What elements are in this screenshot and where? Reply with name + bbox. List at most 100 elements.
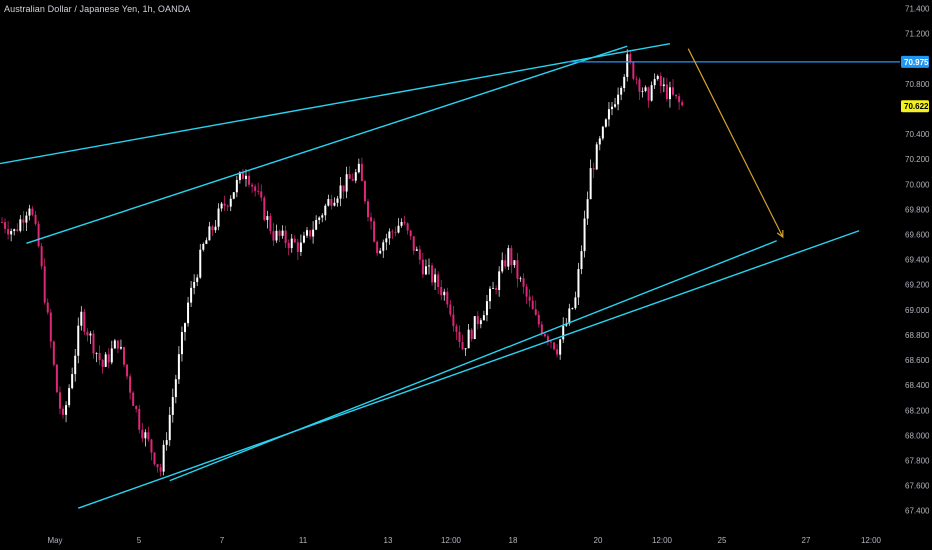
candle-body	[376, 241, 379, 254]
candle-body	[525, 286, 528, 297]
current-price-label: 70.622	[904, 102, 929, 111]
chart-title: Australian Dollar / Japanese Yen, 1h, OA…	[4, 4, 191, 14]
candle-body	[13, 229, 16, 232]
candle-body	[421, 259, 424, 275]
x-tick-label: 12:00	[441, 536, 462, 545]
candle-body	[656, 75, 659, 80]
y-tick-label: 69.800	[905, 205, 930, 214]
candle-body	[190, 287, 193, 303]
candle-body	[632, 62, 635, 79]
candle-body	[251, 184, 254, 187]
candle-body	[107, 354, 110, 363]
candle-body	[553, 342, 556, 350]
candle-body	[443, 291, 446, 296]
candle-body	[577, 269, 580, 298]
candle-body	[34, 214, 37, 224]
y-tick-label: 67.800	[905, 457, 930, 466]
candle-body	[470, 329, 473, 340]
candle-body	[406, 223, 409, 231]
x-tick-label: 18	[509, 536, 518, 545]
candle-body	[629, 54, 632, 63]
candle-body	[321, 215, 324, 218]
candle-body	[492, 288, 495, 289]
candle-body	[4, 222, 7, 229]
x-tick-label: 25	[718, 536, 727, 545]
candle-body	[461, 342, 464, 350]
y-tick-label: 71.400	[905, 5, 930, 14]
candle-body	[382, 242, 385, 251]
candle-body	[403, 222, 406, 224]
candle-body	[71, 374, 74, 389]
candle-body	[235, 180, 238, 193]
candle-body	[534, 309, 537, 315]
candle-body	[309, 230, 312, 237]
candle-body	[89, 333, 92, 336]
candle-body	[354, 172, 357, 181]
candle-body	[132, 392, 135, 406]
candle-body	[290, 238, 293, 249]
candle-body	[516, 260, 519, 279]
candle-body	[162, 444, 165, 472]
candle-body	[540, 324, 543, 334]
candle-body	[424, 266, 427, 275]
candle-body	[400, 222, 403, 226]
candle-body	[388, 231, 391, 239]
candle-body	[391, 231, 394, 233]
candle-body	[135, 405, 138, 409]
candle-body	[74, 355, 77, 375]
candle-body	[46, 302, 49, 313]
candle-body	[299, 242, 302, 252]
candle-body	[458, 331, 461, 343]
candle-body	[562, 325, 565, 340]
y-tick-label: 69.400	[905, 256, 930, 265]
projection-arrowhead	[776, 230, 784, 239]
candle-body	[40, 246, 43, 267]
candle-body	[199, 249, 202, 278]
candle-body	[119, 347, 122, 349]
candle-body	[580, 251, 583, 270]
y-tick-label: 70.200	[905, 155, 930, 164]
candle-body	[489, 288, 491, 302]
candle-body	[357, 163, 360, 173]
candle-body	[296, 242, 299, 252]
candle-body	[208, 226, 211, 241]
level-price-tag	[901, 55, 929, 68]
candle-body	[101, 359, 104, 367]
candle-body	[370, 217, 373, 222]
candle-body	[248, 175, 251, 185]
candle-body	[342, 185, 345, 192]
candle-body	[68, 388, 71, 406]
candle-body	[653, 79, 656, 86]
candle-body	[678, 96, 681, 103]
candle-body	[260, 191, 263, 198]
candle-body	[16, 229, 19, 231]
candle-body	[123, 347, 125, 365]
candle-body	[52, 341, 55, 365]
candle-body	[607, 109, 610, 120]
candle-body	[214, 226, 217, 231]
y-tick-label: 70.400	[905, 130, 930, 139]
candle-body	[522, 278, 525, 287]
candle-body	[116, 340, 119, 349]
drawings-group	[0, 42, 900, 509]
candle-body	[498, 271, 501, 290]
x-tick-label: 12:00	[861, 536, 882, 545]
candle-body	[293, 238, 296, 243]
candle-body	[446, 291, 449, 305]
candle-body	[174, 379, 177, 398]
candle-body	[171, 397, 174, 415]
candle-body	[324, 205, 327, 216]
candle-body	[507, 248, 510, 267]
candle-body	[312, 229, 315, 237]
candle-body	[80, 311, 83, 326]
candle-body	[168, 414, 171, 441]
candle-body	[428, 265, 430, 267]
candle-body	[65, 405, 68, 415]
x-tick-label: 7	[220, 536, 225, 545]
candle-body	[495, 288, 498, 290]
candle-body	[598, 138, 601, 145]
candle-body	[226, 205, 229, 207]
y-tick-label: 70.800	[905, 80, 930, 89]
candle-body	[397, 225, 400, 233]
